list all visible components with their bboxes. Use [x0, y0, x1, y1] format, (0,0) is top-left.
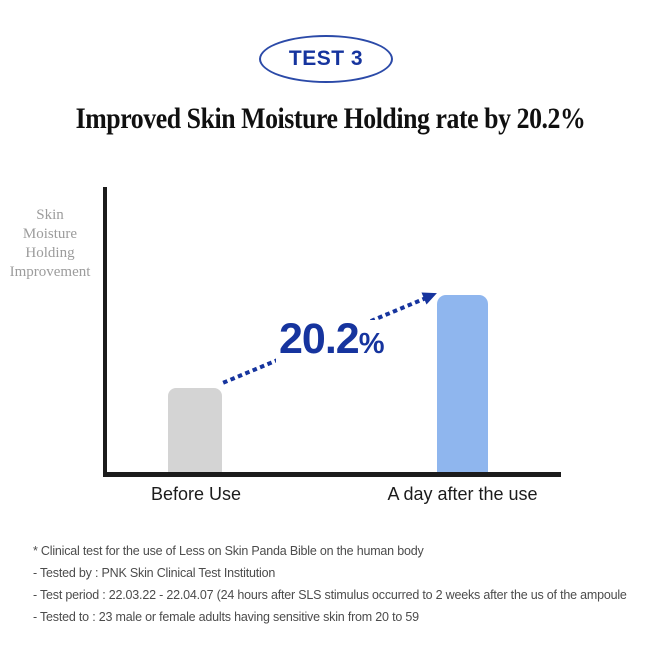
dotted-increase-arrow-icon — [222, 292, 437, 385]
page-title: Improved Skin Moisture Holding rate by 2… — [75, 102, 586, 135]
footnote-line: - Tested by : PNK Skin Clinical Test Ins… — [33, 566, 276, 580]
improvement-percentage-annotation: 20.2% — [276, 318, 388, 365]
y-axis-label-line: Improvement — [9, 264, 91, 280]
test-number-badge-label: TEST 3 — [288, 47, 364, 70]
percent-sign: % — [358, 328, 385, 360]
x-label-before-use: Before Use — [150, 484, 242, 504]
y-axis-label-line: Moisture — [22, 226, 78, 242]
y-axis-line — [103, 187, 107, 477]
footnote-line: - Test period : 22.03.22 - 22.04.07 (24 … — [33, 588, 627, 602]
bar-before-use — [168, 388, 222, 472]
improvement-percentage-value: 20.2 — [279, 315, 360, 363]
y-axis-label: Skin Moisture Holding Improvement — [0, 206, 100, 282]
footnote-line: * Clinical test for the use of Less on S… — [33, 544, 424, 558]
bar-after-use — [437, 295, 488, 472]
x-label-after-use: A day after the use — [387, 484, 538, 504]
test-number-badge: TEST 3 — [259, 35, 393, 83]
y-axis-label-line: Holding — [25, 245, 75, 261]
footnote-line: - Tested to : 23 male or female adults h… — [33, 610, 419, 624]
footnotes: * Clinical test for the use of Less on S… — [33, 540, 653, 628]
y-axis-label-line: Skin — [36, 207, 64, 223]
x-axis-line — [103, 472, 561, 477]
